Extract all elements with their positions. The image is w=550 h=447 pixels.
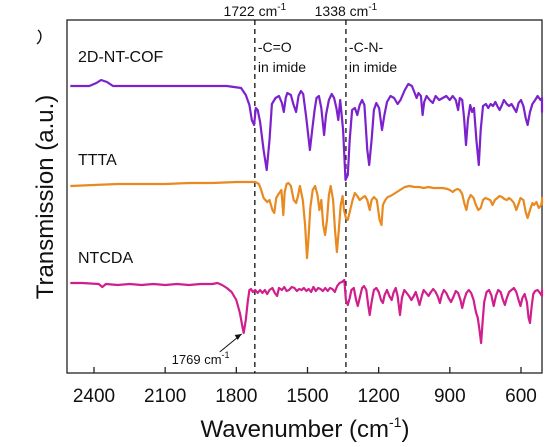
reference-label-0: 1722 cm-1 [224,2,287,19]
x-tick-label-4: 1200 [358,386,400,407]
x-axis-title: Wavenumber (cm-1) [201,414,410,443]
series-line-1 [70,180,544,260]
x-tick-label-2: 1800 [215,386,257,407]
annotation-label: 1769 cm-1 [172,350,230,367]
x-tick-label-0: 2400 [73,386,115,407]
annotation-arrow-head [234,334,242,340]
reference-annotation-1-1: in imide [349,59,397,75]
reference-annotation-1-0: -C-N- [349,39,384,55]
reference-label-1: 1338 cm-1 [315,2,378,19]
x-tick-label-1: 2100 [144,386,186,407]
plot-frame [66,19,543,374]
reference-annotation-0-0: -C=O [258,39,292,55]
x-axis-title-sup: -1 [389,414,402,430]
series-line-0 [70,78,544,182]
reference-annotation-0-1: in imide [258,59,306,75]
x-tick-label-3: 1500 [286,386,328,407]
stray-mark [36,29,42,45]
series-label-1: TTTA [78,152,117,169]
x-axis-title-main: Wavenumber (cm [201,416,389,443]
x-tick-label-6: 600 [505,386,537,407]
series-label-0: 2D-NT-COF [78,49,164,66]
x-axis-title-end: ) [401,416,409,443]
y-axis-title: Transmission (a.u.) [32,95,59,300]
series-label-2: NTCDA [78,250,133,267]
series-line-2 [70,278,544,345]
x-tick-label-5: 900 [434,386,466,407]
